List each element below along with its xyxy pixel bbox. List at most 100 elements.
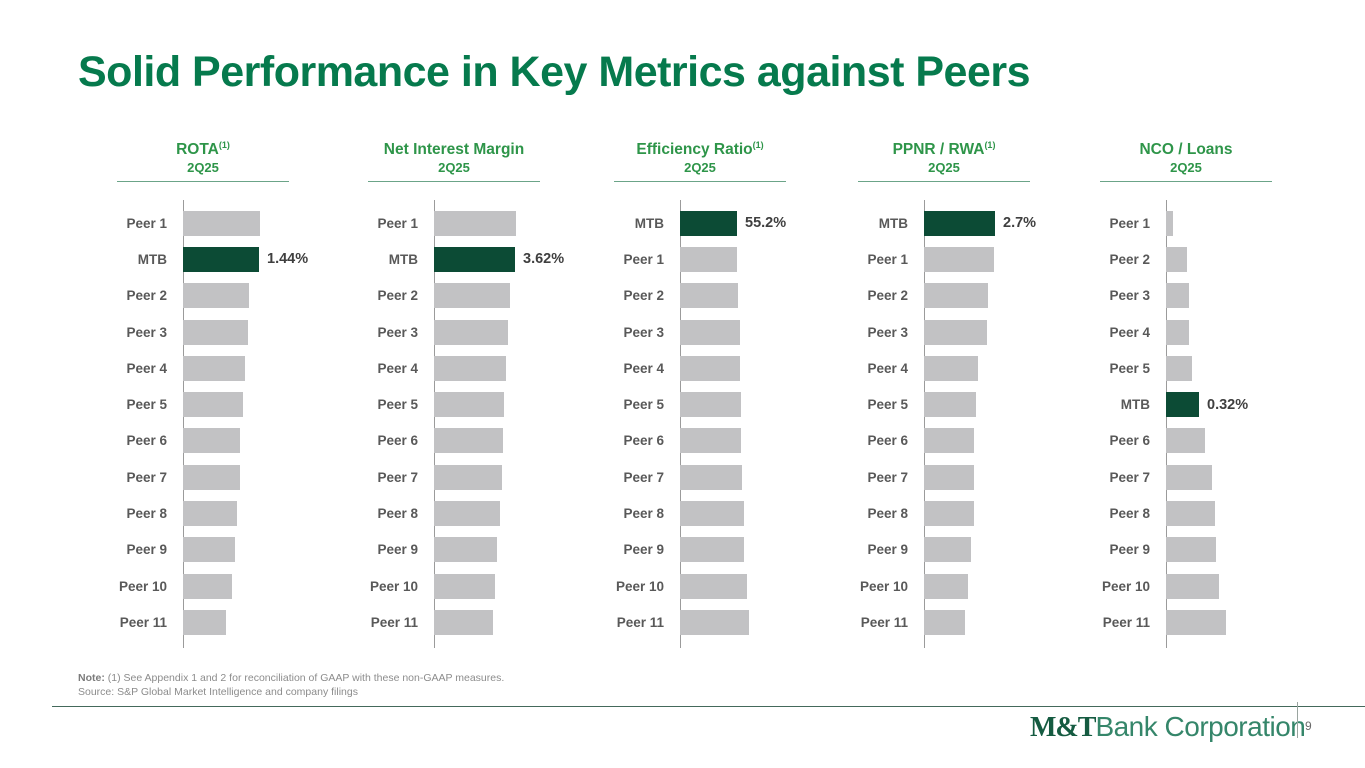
row-label: Peer 10 <box>859 578 908 594</box>
peer-bar <box>434 609 494 635</box>
row-label: Peer 3 <box>623 324 664 340</box>
chart-row: Peer 3 <box>592 314 854 350</box>
row-label: MTB <box>1120 397 1150 413</box>
bar-area <box>1166 283 1340 309</box>
chart-efficiency-ratio: Efficiency Ratio(1) 2Q25 MTB 55.2% Peer 1 P… <box>592 130 854 660</box>
chart-row: Peer 5 <box>1078 350 1340 386</box>
row-label: Peer 7 <box>126 469 167 485</box>
bar-area <box>434 501 608 527</box>
bar-area <box>183 283 357 309</box>
bar-area <box>924 283 1098 309</box>
row-label: Peer 8 <box>377 506 418 522</box>
note-text: (1) See Appendix 1 and 2 for reconciliat… <box>104 672 505 684</box>
bar-area <box>924 573 1098 599</box>
bar-area <box>680 283 854 309</box>
chart-row: Peer 6 <box>346 423 608 459</box>
bar-area <box>183 428 357 454</box>
chart-ppnr-rwa: PPNR / RWA(1) 2Q25 MTB 2.7% Peer 1 Peer 2 Pe… <box>836 130 1098 660</box>
bar-area <box>1166 355 1340 381</box>
peer-bar <box>680 609 749 635</box>
peer-bar <box>680 355 741 381</box>
bar-area: 0.32% <box>1166 392 1340 418</box>
bar-value-label: 0.32% <box>1207 396 1249 413</box>
bars-container: Peer 1 Peer 2 Peer 3 Peer 4 Peer 5 MTB 0.32% Pe… <box>1078 205 1340 641</box>
chart-row: MTB 1.44% <box>95 241 357 277</box>
peer-bar <box>434 537 498 563</box>
row-label: Peer 7 <box>1109 469 1150 485</box>
row-label: Peer 6 <box>126 433 167 449</box>
row-label: Peer 2 <box>377 288 418 304</box>
peer-bar <box>183 210 261 236</box>
bars-container: Peer 1 MTB 3.62% Peer 2 Peer 3 Peer 4 Peer 5 Pe… <box>346 205 608 641</box>
row-label: Peer 5 <box>377 397 418 413</box>
peer-bar <box>434 392 504 418</box>
bars-container: MTB 2.7% Peer 1 Peer 2 Peer 3 Peer 4 Peer 5 Pee… <box>836 205 1098 641</box>
chart-row: MTB 0.32% <box>1078 386 1340 422</box>
chart-subtitle: 2Q25 <box>684 160 716 176</box>
chart-title: Net Interest Margin <box>368 136 540 159</box>
row-label: Peer 1 <box>867 251 908 267</box>
footer-divider-line <box>52 706 1365 707</box>
chart-row: Peer 11 <box>346 604 608 640</box>
bar-area <box>183 392 357 418</box>
chart-row: Peer 11 <box>95 604 357 640</box>
chart-row: Peer 4 <box>346 350 608 386</box>
bar-area <box>680 501 854 527</box>
peer-bar <box>680 319 740 345</box>
row-label: MTB <box>388 251 418 267</box>
chart-row: Peer 10 <box>95 568 357 604</box>
chart-row: Peer 11 <box>592 604 854 640</box>
peer-bar <box>183 392 244 418</box>
peer-bar <box>183 501 237 527</box>
peer-bar <box>434 501 500 527</box>
bar-value-label: 1.44% <box>267 251 309 268</box>
peer-bar <box>1166 355 1192 381</box>
peer-bar <box>183 283 249 309</box>
chart-row: Peer 9 <box>836 532 1098 568</box>
peer-bar <box>183 428 240 454</box>
row-label: Peer 1 <box>126 215 167 231</box>
bar-area <box>434 319 608 345</box>
bar-value-label: 2.7% <box>1003 215 1037 232</box>
chart-row: Peer 1 <box>95 205 357 241</box>
row-label: Peer 8 <box>623 506 664 522</box>
peer-bar <box>1166 573 1219 599</box>
chart-row: MTB 3.62% <box>346 241 608 277</box>
bar-area <box>183 319 357 345</box>
peer-bar <box>434 464 502 490</box>
bar-value-label: 3.62% <box>523 251 565 268</box>
row-label: Peer 7 <box>623 469 664 485</box>
row-label: Peer 5 <box>126 397 167 413</box>
peer-bar <box>1166 464 1213 490</box>
peer-bar <box>680 573 747 599</box>
bar-area <box>183 355 357 381</box>
row-label: Peer 5 <box>623 397 664 413</box>
peer-bar <box>183 537 236 563</box>
chart-row: Peer 2 <box>346 278 608 314</box>
row-label: Peer 4 <box>1109 324 1150 340</box>
chart-row: Peer 7 <box>592 459 854 495</box>
bar-area <box>434 355 608 381</box>
mtb-bar <box>1166 392 1199 418</box>
chart-row: Peer 8 <box>95 495 357 531</box>
bar-area <box>183 210 357 236</box>
peer-bar <box>434 355 507 381</box>
row-label: Peer 7 <box>377 469 418 485</box>
peer-bar <box>680 246 738 272</box>
row-label: Peer 11 <box>616 614 664 630</box>
row-label: Peer 1 <box>377 215 418 231</box>
bar-area <box>1166 210 1340 236</box>
peer-bar <box>924 573 968 599</box>
peer-bar <box>1166 246 1187 272</box>
footnote-ref: (1) <box>218 140 230 150</box>
bar-area <box>1166 573 1340 599</box>
chart-row: Peer 6 <box>836 423 1098 459</box>
page-number: 9 <box>1305 719 1312 733</box>
chart-row: Peer 3 <box>836 314 1098 350</box>
row-label: Peer 2 <box>623 288 664 304</box>
bar-area <box>434 392 608 418</box>
chart-row: Peer 6 <box>95 423 357 459</box>
row-label: MTB <box>634 215 664 231</box>
bar-area: 55.2% <box>680 210 854 236</box>
bars-container: MTB 55.2% Peer 1 Peer 2 Peer 3 Peer 4 Peer 5 Pe… <box>592 205 854 641</box>
